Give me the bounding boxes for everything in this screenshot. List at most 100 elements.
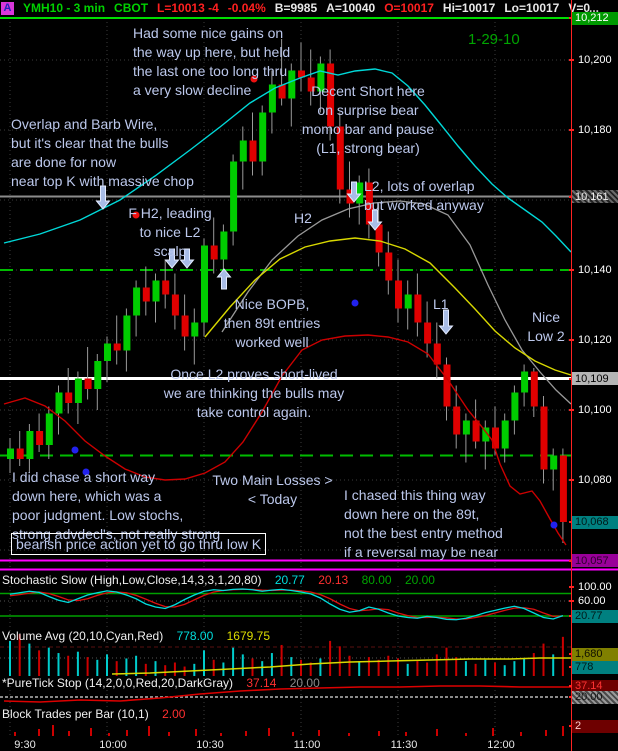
block-trade-bar [318, 730, 320, 736]
candle-body [462, 420, 470, 435]
candle-body [521, 371, 529, 393]
candle-body [133, 287, 141, 316]
volume-bar [300, 659, 302, 676]
block-trade-bar [168, 732, 170, 736]
candle-body [443, 364, 451, 407]
volume-bar [338, 646, 341, 676]
trade-marker-dot [351, 299, 359, 307]
block-trade-bar [348, 733, 350, 736]
candle-body [65, 392, 73, 403]
volume-bar [513, 661, 516, 676]
volume-bar [367, 657, 370, 676]
volume-bar [552, 654, 555, 676]
volume-bar [106, 654, 108, 676]
time-axis-label: 11:00 [293, 739, 321, 751]
annotation-arrow-icon [346, 181, 362, 203]
volume-bar [57, 653, 60, 676]
block-trades-value: 2.00 [162, 707, 186, 721]
candle-body [288, 70, 296, 99]
candle-body [385, 252, 393, 281]
volume-bar [154, 661, 157, 676]
annotation-arrow-icon [216, 268, 232, 290]
block-trade-bar [492, 728, 494, 736]
candle-body [36, 431, 44, 445]
price-axis-label: 10,212 [572, 11, 618, 25]
candle-body [55, 392, 63, 414]
candle-body [433, 343, 441, 365]
volume-bar [494, 662, 496, 676]
title-bar: A YMH10 - 3 min CBOT L=10013 -4 -0.04% B… [0, 0, 618, 16]
block-trade-bar [436, 729, 438, 736]
volume-bar [406, 663, 409, 676]
candle-body [414, 294, 422, 323]
volume-bar [125, 658, 128, 676]
volume-avg20-value: 778.00 [176, 629, 214, 643]
candle-body [298, 70, 305, 78]
panel-axis-tick [569, 615, 574, 617]
price-axis-label: 10,080 [578, 474, 612, 486]
yellow-ma-line [204, 237, 572, 376]
candle-body [45, 413, 53, 445]
block-trade-bar [405, 732, 407, 736]
block-trades-title-text: Block Trades per Bar (10,1) [2, 707, 149, 721]
panel-axis-label: 1,680 [572, 647, 618, 661]
candle-body [424, 322, 432, 344]
app-logo-button[interactable]: A [1, 1, 14, 15]
titlebar-overflow-button[interactable]: ... [588, 1, 599, 15]
gray-ma-line [221, 200, 572, 405]
panel-axis-label: 20.77 [572, 609, 618, 623]
volume-bar [203, 650, 205, 676]
block-trade-bar [292, 732, 294, 736]
block-trade-bar [108, 733, 110, 736]
volume-bar [241, 654, 244, 676]
volume-bar [96, 659, 99, 676]
panel-axis-tick [569, 725, 574, 727]
volume-bar [18, 634, 21, 676]
panel-axis-tick [569, 685, 574, 687]
volume-bar [532, 653, 535, 676]
high-label: Hi=10017 [442, 1, 496, 15]
volume-bar [377, 659, 380, 676]
candle-body [559, 455, 567, 522]
candle-body [453, 406, 461, 435]
candle-body [511, 392, 519, 421]
candle-body [492, 427, 499, 449]
candle-body [16, 448, 24, 459]
puretick-stop-line [3, 685, 571, 703]
candle-body [142, 287, 150, 302]
volume-bar [232, 647, 235, 676]
panel-axis-tick [569, 586, 574, 588]
ask-label: A=10040 [326, 1, 376, 15]
volume-bar [455, 657, 458, 676]
price-axis-tick [569, 17, 574, 19]
volume-bar [173, 662, 176, 676]
volume-bar [542, 643, 545, 676]
candle-body [501, 420, 509, 449]
annotation-arrow-icon [95, 185, 111, 210]
volume-bar [358, 661, 361, 676]
candle-body [404, 294, 412, 309]
price-axis-tick [569, 269, 574, 271]
volume-bar [561, 636, 564, 676]
price-axis-label: 10,161 [572, 190, 618, 203]
candle-body [152, 280, 160, 302]
time-axis-label: 10:30 [196, 739, 224, 751]
candle-body [307, 77, 315, 92]
volume-bar [426, 662, 429, 676]
block-trades-panel-title: Block Trades per Bar (10,1) 2.00 [2, 707, 195, 721]
candle-body [317, 63, 325, 92]
panel-axis-tick [569, 696, 574, 698]
volume-bar [309, 662, 312, 676]
panel-axis-label: 778 [572, 660, 618, 674]
candle-body [113, 343, 121, 351]
volume-average-line [111, 657, 571, 675]
red-ma-line [3, 334, 567, 546]
annotation-arrow-icon [164, 248, 180, 269]
stochastic-panel-title: Stochastic Slow (High,Low,Close,14,3,3,1… [2, 573, 445, 587]
low-label: Lo=10017 [504, 1, 560, 15]
trade-marker-dot [550, 521, 558, 529]
candle-body [94, 361, 102, 389]
candle-body [7, 448, 14, 459]
panel-axis-tick [569, 600, 574, 602]
